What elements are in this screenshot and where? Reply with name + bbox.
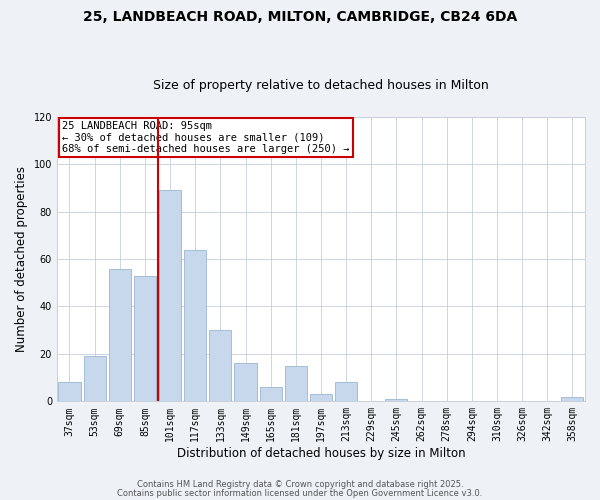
X-axis label: Distribution of detached houses by size in Milton: Distribution of detached houses by size … xyxy=(176,447,465,460)
Text: Contains public sector information licensed under the Open Government Licence v3: Contains public sector information licen… xyxy=(118,488,482,498)
Bar xyxy=(209,330,232,402)
Text: 25 LANDBEACH ROAD: 95sqm
← 30% of detached houses are smaller (109)
68% of semi-: 25 LANDBEACH ROAD: 95sqm ← 30% of detach… xyxy=(62,121,350,154)
Bar xyxy=(83,356,106,402)
Title: Size of property relative to detached houses in Milton: Size of property relative to detached ho… xyxy=(153,79,489,92)
Text: 25, LANDBEACH ROAD, MILTON, CAMBRIDGE, CB24 6DA: 25, LANDBEACH ROAD, MILTON, CAMBRIDGE, C… xyxy=(83,10,517,24)
Bar xyxy=(58,382,80,402)
Bar xyxy=(184,250,206,402)
Bar xyxy=(562,396,583,402)
Bar xyxy=(310,394,332,402)
Y-axis label: Number of detached properties: Number of detached properties xyxy=(15,166,28,352)
Bar xyxy=(335,382,357,402)
Bar xyxy=(260,387,282,402)
Bar xyxy=(235,364,257,402)
Text: Contains HM Land Registry data © Crown copyright and database right 2025.: Contains HM Land Registry data © Crown c… xyxy=(137,480,463,489)
Bar xyxy=(285,366,307,402)
Bar xyxy=(109,268,131,402)
Bar xyxy=(385,399,407,402)
Bar xyxy=(134,276,156,402)
Bar xyxy=(159,190,181,402)
